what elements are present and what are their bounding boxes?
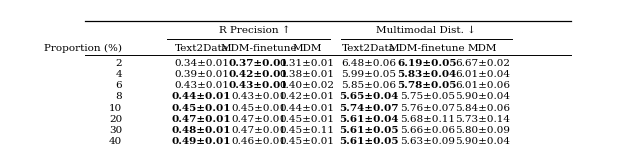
Text: 5.90±0.04: 5.90±0.04 xyxy=(455,137,510,146)
Text: MDM-finetune: MDM-finetune xyxy=(220,44,297,53)
Text: MDM: MDM xyxy=(292,44,322,53)
Text: 5.76±0.07: 5.76±0.07 xyxy=(400,104,454,112)
Text: 5.73±0.14: 5.73±0.14 xyxy=(455,115,510,124)
Text: 0.47±0.01: 0.47±0.01 xyxy=(172,115,231,124)
Text: 0.49±0.01: 0.49±0.01 xyxy=(172,137,231,146)
Text: 0.48±0.01: 0.48±0.01 xyxy=(172,126,231,135)
Text: 0.46±0.01: 0.46±0.01 xyxy=(231,137,286,146)
Text: 6.67±0.02: 6.67±0.02 xyxy=(455,59,510,68)
Text: 0.42±0.01: 0.42±0.01 xyxy=(280,92,335,101)
Text: 0.42±0.01: 0.42±0.01 xyxy=(228,70,289,79)
Text: Proportion (%): Proportion (%) xyxy=(44,43,122,53)
Text: 40: 40 xyxy=(109,137,122,146)
Text: 5.85±0.06: 5.85±0.06 xyxy=(341,81,396,90)
Text: 0.44±0.01: 0.44±0.01 xyxy=(172,92,231,101)
Text: Text2Data: Text2Data xyxy=(342,44,396,53)
Text: 4: 4 xyxy=(116,70,122,79)
Text: 30: 30 xyxy=(109,126,122,135)
Text: 5.80±0.09: 5.80±0.09 xyxy=(455,126,510,135)
Text: 5.99±0.05: 5.99±0.05 xyxy=(341,70,396,79)
Text: 5.68±0.11: 5.68±0.11 xyxy=(400,115,454,124)
Text: 5.78±0.05: 5.78±0.05 xyxy=(397,81,457,90)
Text: MDM-finetune: MDM-finetune xyxy=(389,44,465,53)
Text: 5.90±0.04: 5.90±0.04 xyxy=(455,92,510,101)
Text: Text2Data: Text2Data xyxy=(175,44,228,53)
Text: 5.63±0.09: 5.63±0.09 xyxy=(400,137,454,146)
Text: 0.39±0.01: 0.39±0.01 xyxy=(174,70,229,79)
Text: 6.19±0.05: 6.19±0.05 xyxy=(397,59,457,68)
Text: R Precision ↑: R Precision ↑ xyxy=(218,26,290,35)
Text: 0.45±0.11: 0.45±0.11 xyxy=(280,126,335,135)
Text: 5.61±0.05: 5.61±0.05 xyxy=(339,126,399,135)
Text: 0.44±0.01: 0.44±0.01 xyxy=(280,104,335,112)
Text: 5.65±0.04: 5.65±0.04 xyxy=(339,92,398,101)
Text: Multimodal Dist. ↓: Multimodal Dist. ↓ xyxy=(376,26,476,35)
Text: 5.66±0.06: 5.66±0.06 xyxy=(400,126,454,135)
Text: 0.45±0.01: 0.45±0.01 xyxy=(280,137,335,146)
Text: 0.43±0.01: 0.43±0.01 xyxy=(231,92,286,101)
Text: 6.01±0.06: 6.01±0.06 xyxy=(455,81,510,90)
Text: 10: 10 xyxy=(109,104,122,112)
Text: 0.37±0.01: 0.37±0.01 xyxy=(228,59,289,68)
Text: 5.74±0.07: 5.74±0.07 xyxy=(339,104,399,112)
Text: 0.40±0.02: 0.40±0.02 xyxy=(280,81,335,90)
Text: 0.45±0.01: 0.45±0.01 xyxy=(231,104,286,112)
Text: 6.01±0.04: 6.01±0.04 xyxy=(455,70,510,79)
Text: 0.47±0.01: 0.47±0.01 xyxy=(231,126,286,135)
Text: 5.83±0.04: 5.83±0.04 xyxy=(397,70,457,79)
Text: 5.84±0.06: 5.84±0.06 xyxy=(455,104,510,112)
Text: 6.48±0.06: 6.48±0.06 xyxy=(341,59,396,68)
Text: 5.75±0.05: 5.75±0.05 xyxy=(400,92,454,101)
Text: MDM: MDM xyxy=(468,44,497,53)
Text: 0.45±0.01: 0.45±0.01 xyxy=(172,104,231,112)
Text: 5.61±0.05: 5.61±0.05 xyxy=(339,137,399,146)
Text: 0.34±0.01: 0.34±0.01 xyxy=(174,59,229,68)
Text: 0.43±0.01: 0.43±0.01 xyxy=(174,81,229,90)
Text: 5.61±0.04: 5.61±0.04 xyxy=(339,115,399,124)
Text: 0.47±0.01: 0.47±0.01 xyxy=(231,115,286,124)
Text: 0.31±0.01: 0.31±0.01 xyxy=(280,59,335,68)
Text: 20: 20 xyxy=(109,115,122,124)
Text: 8: 8 xyxy=(116,92,122,101)
Text: 6: 6 xyxy=(116,81,122,90)
Text: 0.43±0.01: 0.43±0.01 xyxy=(229,81,288,90)
Text: 2: 2 xyxy=(116,59,122,68)
Text: 0.45±0.01: 0.45±0.01 xyxy=(280,115,335,124)
Text: 0.38±0.01: 0.38±0.01 xyxy=(280,70,335,79)
